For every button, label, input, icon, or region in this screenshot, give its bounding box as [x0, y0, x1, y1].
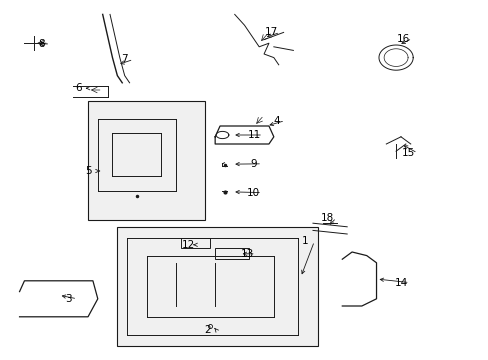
Text: 9: 9 [249, 159, 256, 169]
Text: 10: 10 [246, 188, 259, 198]
Text: 1: 1 [302, 236, 308, 246]
Text: 4: 4 [272, 116, 279, 126]
Bar [117, 227, 317, 346]
Text: 14: 14 [393, 278, 407, 288]
Text: 5: 5 [84, 166, 91, 176]
Text: 8: 8 [38, 39, 45, 49]
Text: 12: 12 [181, 240, 195, 250]
Text: 6: 6 [75, 83, 81, 93]
Text: 11: 11 [247, 130, 261, 140]
Text: 3: 3 [65, 294, 72, 304]
Text: 18: 18 [320, 213, 334, 223]
Bar [215, 248, 249, 259]
Bar [181, 238, 210, 248]
Text: 2: 2 [204, 325, 211, 336]
Text: 17: 17 [264, 27, 278, 37]
Text: 7: 7 [121, 54, 128, 64]
Text: 16: 16 [396, 33, 409, 44]
Text: 13: 13 [240, 249, 253, 259]
Bar [88, 101, 205, 220]
Text: 15: 15 [401, 148, 415, 158]
